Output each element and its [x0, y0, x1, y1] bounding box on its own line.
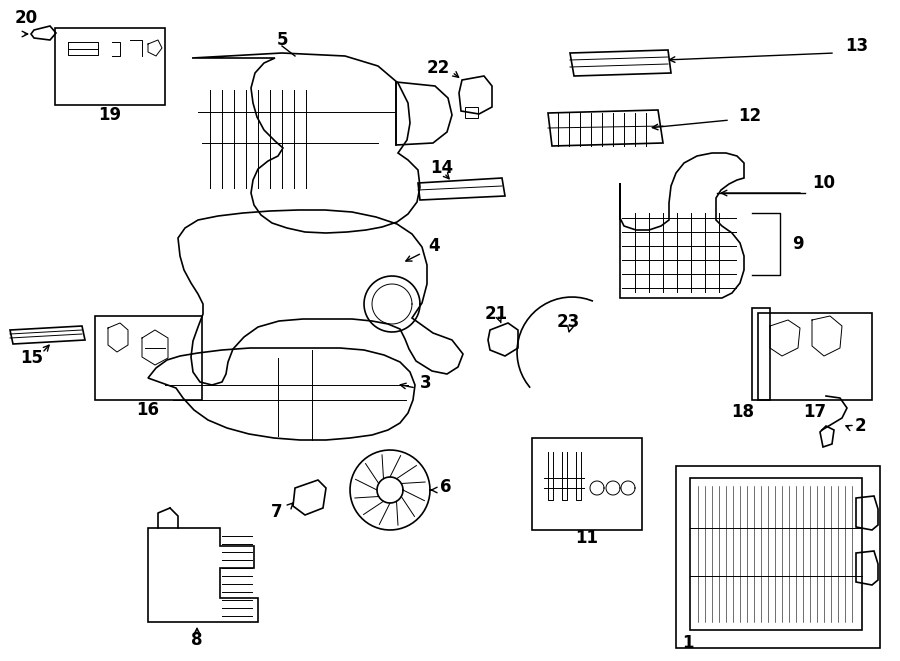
Text: 4: 4: [428, 237, 439, 255]
Text: 9: 9: [792, 235, 804, 253]
Text: 18: 18: [732, 403, 754, 421]
Text: 14: 14: [430, 159, 454, 177]
Text: 8: 8: [191, 631, 202, 649]
Text: 19: 19: [98, 106, 122, 124]
Text: 7: 7: [270, 503, 282, 521]
Text: 10: 10: [812, 174, 835, 192]
Text: 2: 2: [855, 417, 867, 435]
Text: 12: 12: [738, 107, 761, 125]
Text: 13: 13: [845, 37, 868, 55]
Text: 11: 11: [575, 529, 598, 547]
Text: 3: 3: [420, 374, 432, 392]
Text: 16: 16: [137, 401, 159, 419]
Text: 22: 22: [427, 59, 450, 77]
Text: 1: 1: [682, 634, 694, 652]
Text: 17: 17: [804, 403, 826, 421]
Text: 5: 5: [276, 31, 288, 49]
Text: 15: 15: [21, 349, 43, 367]
Text: 20: 20: [15, 9, 38, 27]
Text: 6: 6: [440, 478, 452, 496]
Text: 23: 23: [556, 313, 580, 331]
Text: 21: 21: [484, 305, 508, 323]
